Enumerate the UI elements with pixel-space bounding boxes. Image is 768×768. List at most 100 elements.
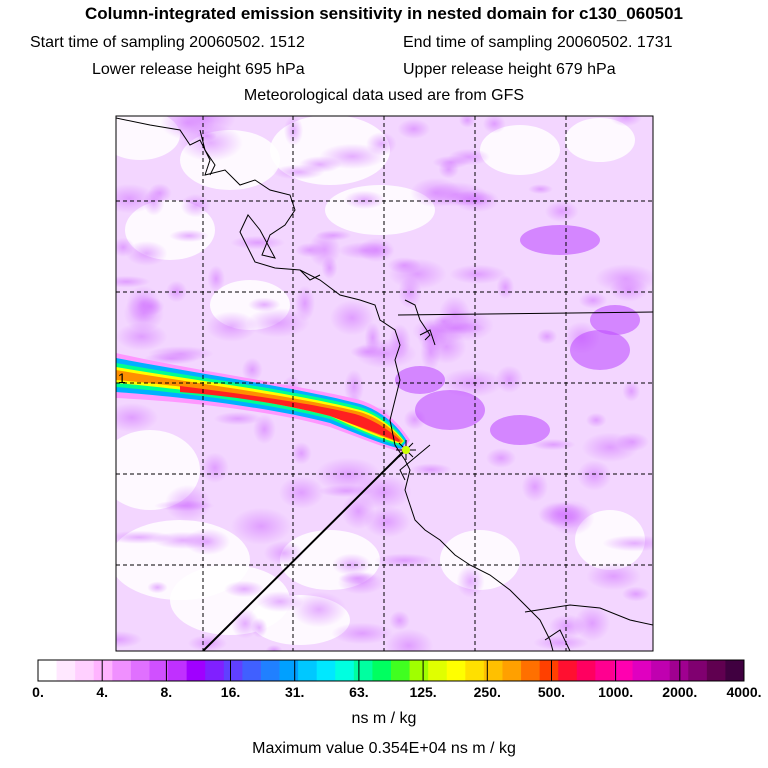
field-patch [230, 507, 292, 545]
colorbar-swatch [521, 660, 541, 681]
field-patch [538, 502, 591, 529]
colorbar-swatch [242, 660, 262, 681]
colorbar-swatch [38, 660, 57, 681]
field-low-patch [565, 118, 635, 162]
field-high-patch [490, 415, 550, 445]
colorbar-tick-label: 1000. [598, 684, 634, 700]
field-patch [622, 380, 641, 402]
field-patch [187, 635, 228, 651]
field-patch [265, 644, 283, 651]
colorbar-tick-label: 0. [32, 684, 44, 700]
field-patch [180, 193, 211, 218]
colorbar-tick-label: 500. [537, 684, 566, 700]
colorbar-tick-label: 16. [220, 684, 241, 700]
field-patch [496, 275, 515, 300]
field-patch [384, 629, 434, 651]
colorbar-swatch [75, 660, 95, 681]
map-frame [115, 115, 654, 652]
field-patch [389, 610, 410, 631]
field-patch [184, 528, 231, 556]
colorbar-swatch [632, 660, 652, 681]
field-high-patch [570, 330, 630, 370]
colorbar-swatch [706, 660, 726, 681]
colorbar-tick-label: 4. [96, 684, 109, 700]
colorbar-swatch [298, 660, 318, 681]
field-patch [315, 457, 382, 492]
colorbar-frame [37, 659, 745, 682]
field-patch [602, 535, 653, 552]
field-patch [125, 240, 168, 266]
field-patch [350, 344, 386, 359]
colorbar-swatch [372, 660, 392, 681]
field-patch [397, 118, 431, 139]
field-patch [364, 506, 411, 538]
colorbar-swatch [409, 660, 429, 681]
colorbar-swatch [130, 660, 150, 681]
field-patch [574, 605, 611, 642]
plume-label: 1 [118, 370, 126, 386]
field-high-patch [520, 225, 600, 255]
coastline [116, 117, 653, 651]
colorbar-swatch [186, 660, 206, 681]
field-patch [439, 368, 504, 398]
field-patch [272, 164, 325, 180]
met-data-label: Meteorological data used are from GFS [243, 87, 525, 104]
colorbar-swatch [112, 660, 132, 681]
field-patch [331, 622, 394, 645]
colorbar-units: ns m / kg [351, 710, 417, 727]
plot-title: Column-integrated emission sensitivity i… [84, 4, 684, 23]
trajectory [202, 449, 406, 651]
field-patch [230, 608, 260, 639]
field-patch [388, 258, 447, 290]
colorbar-swatch [446, 660, 466, 681]
colorbar-swatch [688, 660, 708, 681]
field-high-patch [415, 390, 485, 430]
colorbar-swatch [595, 660, 615, 681]
field-patch [426, 321, 487, 335]
colorbar-tick-label: 4000. [726, 684, 762, 700]
field-patch [536, 328, 558, 345]
field-patch [577, 460, 612, 491]
field-patch [164, 484, 212, 522]
field-patch [586, 412, 607, 428]
colorbar-swatch [428, 660, 448, 681]
field-patch [482, 116, 506, 134]
field-patch [531, 438, 576, 451]
field-patch [200, 452, 229, 484]
field-patch [290, 442, 312, 465]
upper-release-label: Upper release height 679 hPa [403, 61, 616, 78]
field-high-patch [590, 305, 640, 335]
field-patch [449, 264, 507, 285]
colorbar-swatch [279, 660, 299, 681]
colorbar-tick-label: 125. [409, 684, 437, 700]
field-patch [410, 463, 452, 476]
colorbar-swatch [335, 660, 355, 681]
field-patch [621, 586, 650, 602]
field-patch [521, 471, 549, 502]
colorbar-swatch [483, 660, 503, 681]
colorbar-swatch [558, 660, 578, 681]
colorbar-swatch [93, 660, 113, 681]
field-patch [246, 308, 310, 338]
colorbar-swatch [223, 660, 243, 681]
field-patch [343, 190, 386, 210]
field-patch [332, 553, 372, 576]
colorbar-swatch [168, 660, 188, 681]
end-time-label: End time of sampling 20060502. 1731 [403, 34, 673, 51]
field-patch [213, 411, 262, 426]
field-patch [495, 365, 524, 394]
field-patch [116, 402, 159, 433]
field-patch [344, 369, 364, 405]
colorbar-swatch [465, 660, 485, 681]
field-patch [241, 357, 263, 382]
field-patch [438, 159, 460, 179]
field-patch [169, 229, 209, 243]
field-patch [338, 572, 378, 585]
field-patch [126, 285, 161, 323]
field-patch [330, 300, 374, 336]
field-patch [205, 311, 258, 342]
field-patch [458, 116, 476, 128]
grid-lines [116, 116, 653, 651]
field-patch [116, 530, 173, 544]
